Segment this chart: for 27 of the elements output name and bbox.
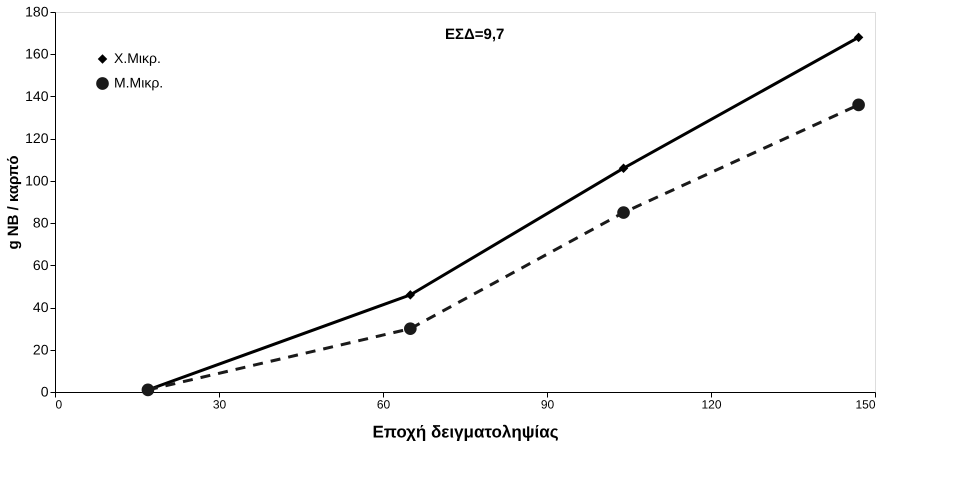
x-tick-label: 30 (212, 398, 226, 412)
x-tick-label: 90 (540, 398, 554, 412)
x-tick-label: 150 (855, 398, 876, 412)
y-tick-label: 60 (32, 256, 49, 273)
x-tick-label: 0 (56, 398, 62, 412)
y-tick-label: 80 (32, 214, 49, 231)
y-tick-label: 140 (25, 88, 49, 104)
y-tick-label: 160 (25, 46, 49, 62)
point (404, 322, 417, 335)
point (406, 290, 416, 300)
point (618, 163, 628, 173)
point (617, 206, 630, 219)
y-tick-label: 40 (32, 299, 49, 316)
y-tick-label: 0 (40, 384, 49, 400)
legend-label: Χ.Μικρ. (114, 50, 161, 66)
x-axis-title: Εποχή δειγματοληψίας (372, 422, 559, 442)
point (854, 32, 864, 42)
y-tick-label: 120 (25, 130, 49, 146)
y-tick-label: 180 (25, 4, 49, 20)
legend-label: Μ.Μικρ. (114, 74, 164, 90)
y-axis-title: g NB / καρπό (5, 155, 22, 250)
point (852, 98, 865, 112)
x-tick-label: 60 (376, 398, 390, 412)
y-tick-label: 20 (32, 341, 49, 358)
x-tick-label: 120 (701, 398, 722, 412)
annotation: ΕΣΔ=9,7 (445, 26, 504, 43)
y-tick-label: 100 (25, 172, 49, 188)
